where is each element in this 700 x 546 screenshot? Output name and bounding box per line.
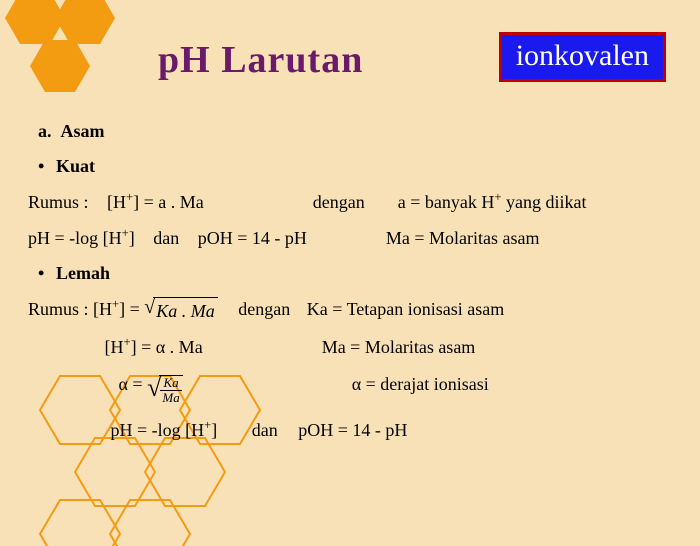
lemah-formula-line4: pH = -log [H+] dan pOH = 14 - pH [28, 416, 672, 444]
heading-asam: a. Asam [38, 118, 672, 145]
lemah-formula-line2: [H+] = α . Ma Ma = Molaritas asam [28, 333, 672, 361]
page-title: pH Larutan [158, 38, 363, 82]
heading-kuat: •Kuat [38, 153, 672, 180]
hexagon-decoration-top [0, 0, 160, 120]
brand-badge: ionkovalen [499, 32, 666, 82]
kuat-formula-line2: pH = -log [H+] dan pOH = 14 - pH Ma = Mo… [28, 224, 672, 252]
kuat-formula-line1: Rumus : [H+] = a . Ma dengan a = banyak … [28, 188, 672, 216]
lemah-formula-line3: α = √ KaMa α = derajat ionisasi [28, 371, 672, 406]
content-body: a. Asam •Kuat Rumus : [H+] = a . Ma deng… [28, 118, 672, 452]
lemah-formula-line1: Rumus : [H+] = √Ka . Ma dengan Ka = Teta… [28, 295, 672, 325]
heading-lemah: •Lemah [38, 260, 672, 287]
